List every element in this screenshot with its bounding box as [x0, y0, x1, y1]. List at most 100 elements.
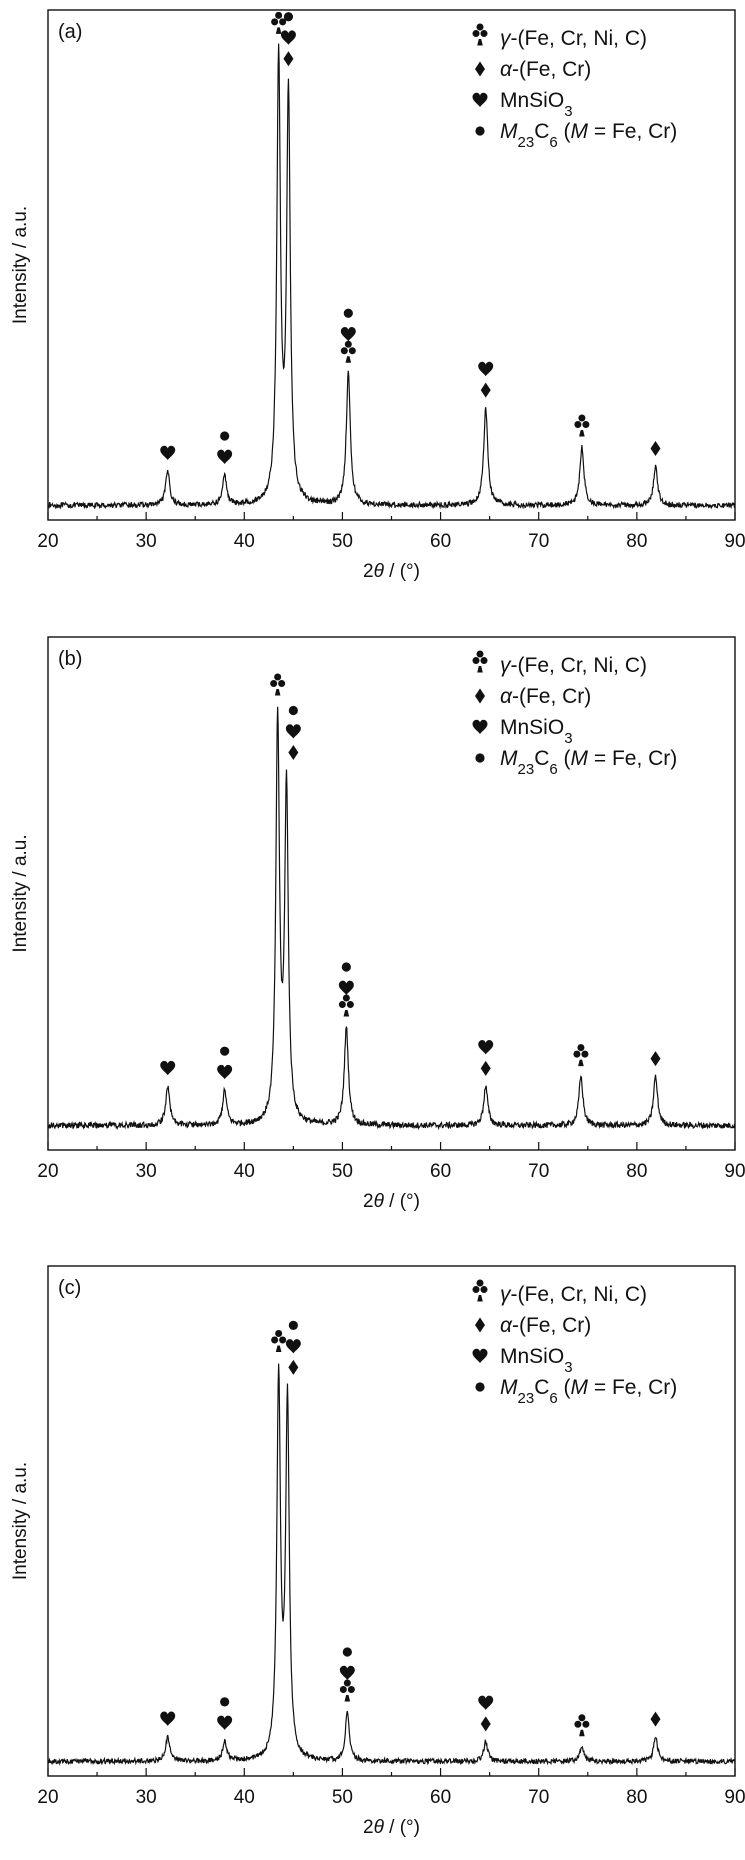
- peak-marker-heart-icon: [217, 449, 233, 464]
- peak-marker-dot-icon: [288, 1320, 298, 1330]
- x-tick-label: 30: [136, 1161, 157, 1182]
- y-axis-label: Intensity / a.u.: [10, 1462, 31, 1580]
- x-tick-label: 60: [430, 1787, 451, 1808]
- peak-marker-heart-icon: [160, 1060, 176, 1076]
- x-tick-label: 40: [234, 1787, 255, 1808]
- x-tick-label: 80: [626, 1161, 647, 1182]
- legend-entry: M23C6 (M = Fe, Cr): [500, 747, 677, 778]
- peak-marker-heart-icon: [338, 980, 354, 995]
- legend-entry: M23C6 (M = Fe, Cr): [500, 1376, 677, 1407]
- x-tick-label: 40: [234, 531, 255, 552]
- y-axis-label: Intensity / a.u.: [10, 834, 31, 952]
- x-tick-label: 70: [528, 1787, 549, 1808]
- legend-dot-icon: [475, 753, 485, 763]
- peak-marker-dot-icon: [283, 12, 294, 22]
- peak-marker-heart-icon: [285, 1339, 301, 1354]
- plot-frame: [47, 636, 736, 1151]
- peak-marker-diamond-icon: [650, 1711, 661, 1727]
- legend-heart-icon: [472, 719, 488, 734]
- legend-entry: MnSiO3: [500, 89, 573, 120]
- peak-marker-heart-icon: [160, 1711, 176, 1726]
- x-tick-label: 80: [626, 1787, 647, 1808]
- legend-heart-icon: [472, 92, 488, 107]
- panel-label: (b): [58, 648, 82, 670]
- x-tick-label: 50: [332, 1787, 353, 1808]
- peak-marker-heart-icon: [160, 445, 176, 461]
- peak-marker-dot-icon: [288, 705, 298, 716]
- peak-marker-heart-icon: [339, 1665, 355, 1681]
- plot-frame: [47, 9, 736, 521]
- panel-label: (c): [58, 1277, 81, 1299]
- legend-dot-icon: [475, 126, 485, 136]
- peak-marker-dot-icon: [343, 308, 353, 318]
- peak-marker-heart-icon: [478, 361, 494, 377]
- x-tick-label: 90: [724, 1787, 745, 1808]
- peak-marker-club-icon: [270, 673, 286, 696]
- peak-marker-dot-icon: [342, 1647, 352, 1657]
- x-tick-label: 30: [136, 1787, 157, 1808]
- x-tick-label: 60: [430, 531, 451, 552]
- legend-club-icon: [472, 23, 488, 46]
- panel-label: (a): [58, 21, 82, 43]
- peak-marker-diamond-icon: [480, 1716, 491, 1732]
- legend-dot-icon: [475, 1382, 485, 1392]
- legend-entry: α-(Fe, Cr): [500, 685, 591, 708]
- peak-marker-heart-icon: [217, 1064, 233, 1080]
- x-tick-label: 90: [724, 1161, 745, 1182]
- x-axis-label: 2θ / (°): [363, 1817, 420, 1838]
- x-tick-label: 90: [724, 531, 745, 552]
- legend-heart-icon: [472, 1348, 488, 1363]
- xrd-pattern-line: [47, 43, 736, 510]
- legend-entry: γ-(Fe, Cr, Ni, C): [500, 654, 647, 677]
- x-tick-label: 80: [626, 531, 647, 552]
- xrd-pattern-line: [47, 706, 736, 1131]
- peak-marker-heart-icon: [478, 1040, 494, 1055]
- legend-entry: α-(Fe, Cr): [500, 58, 591, 81]
- peak-marker-club-icon: [271, 1329, 287, 1352]
- x-tick-label: 70: [528, 531, 549, 552]
- peak-marker-club-icon: [340, 340, 356, 363]
- peak-marker-club-icon: [574, 414, 590, 437]
- legend-entry: M23C6 (M = Fe, Cr): [500, 120, 677, 151]
- legend-entry: MnSiO3: [500, 1345, 573, 1376]
- peak-marker-heart-icon: [478, 1695, 494, 1710]
- peak-marker-club-icon: [338, 994, 354, 1017]
- peak-marker-diamond-icon: [650, 440, 661, 456]
- x-tick-label: 20: [37, 1787, 58, 1808]
- x-tick-label: 50: [332, 531, 353, 552]
- x-axis-label: 2θ / (°): [363, 1191, 420, 1212]
- legend-diamond-icon: [475, 688, 485, 704]
- peak-marker-dot-icon: [220, 1697, 230, 1707]
- legend-entry: MnSiO3: [500, 716, 573, 747]
- x-tick-label: 20: [37, 531, 58, 552]
- y-axis-label: Intensity / a.u.: [10, 206, 31, 324]
- legend-entry: α-(Fe, Cr): [500, 1314, 591, 1337]
- peak-marker-diamond-icon: [480, 1060, 491, 1076]
- legend-diamond-icon: [475, 61, 485, 77]
- legend-entry: γ-(Fe, Cr, Ni, C): [500, 27, 647, 50]
- x-tick-label: 30: [136, 531, 157, 552]
- x-tick-label: 50: [332, 1161, 353, 1182]
- peak-marker-club-icon: [573, 1044, 589, 1067]
- legend-entry: γ-(Fe, Cr, Ni, C): [500, 1283, 647, 1306]
- peak-marker-diamond-icon: [480, 382, 491, 398]
- plot-frame: [47, 1265, 736, 1777]
- legend-club-icon: [472, 1279, 488, 1302]
- legend-club-icon: [472, 650, 488, 673]
- xrd-panel-b: 20 30 40 50 60 70 80 90 2θ / (°) Intensity / a.u.…: [10, 636, 745, 1212]
- x-tick-label: 20: [37, 1161, 58, 1182]
- x-axis-label: 2θ / (°): [363, 561, 420, 582]
- x-tick-label: 60: [430, 1161, 451, 1182]
- legend-diamond-icon: [475, 1317, 485, 1333]
- peak-marker-diamond-icon: [288, 1359, 299, 1375]
- peak-marker-diamond-icon: [283, 51, 294, 67]
- xrd-panel-c: 20 30 40 50 60 70 80 90 2θ / (°) Intensity / a.u.…: [10, 1265, 745, 1838]
- peak-marker-dot-icon: [220, 1046, 230, 1056]
- xrd-panel-a: 20 30 40 50 60 70 80 90 2θ / (°) Intensity / a.u.…: [10, 9, 745, 582]
- peak-marker-heart-icon: [340, 326, 356, 342]
- xrd-pattern-line: [47, 1363, 736, 1766]
- peak-marker-dot-icon: [220, 431, 230, 441]
- peak-marker-heart-icon: [217, 1715, 233, 1730]
- peak-marker-diamond-icon: [650, 1051, 661, 1067]
